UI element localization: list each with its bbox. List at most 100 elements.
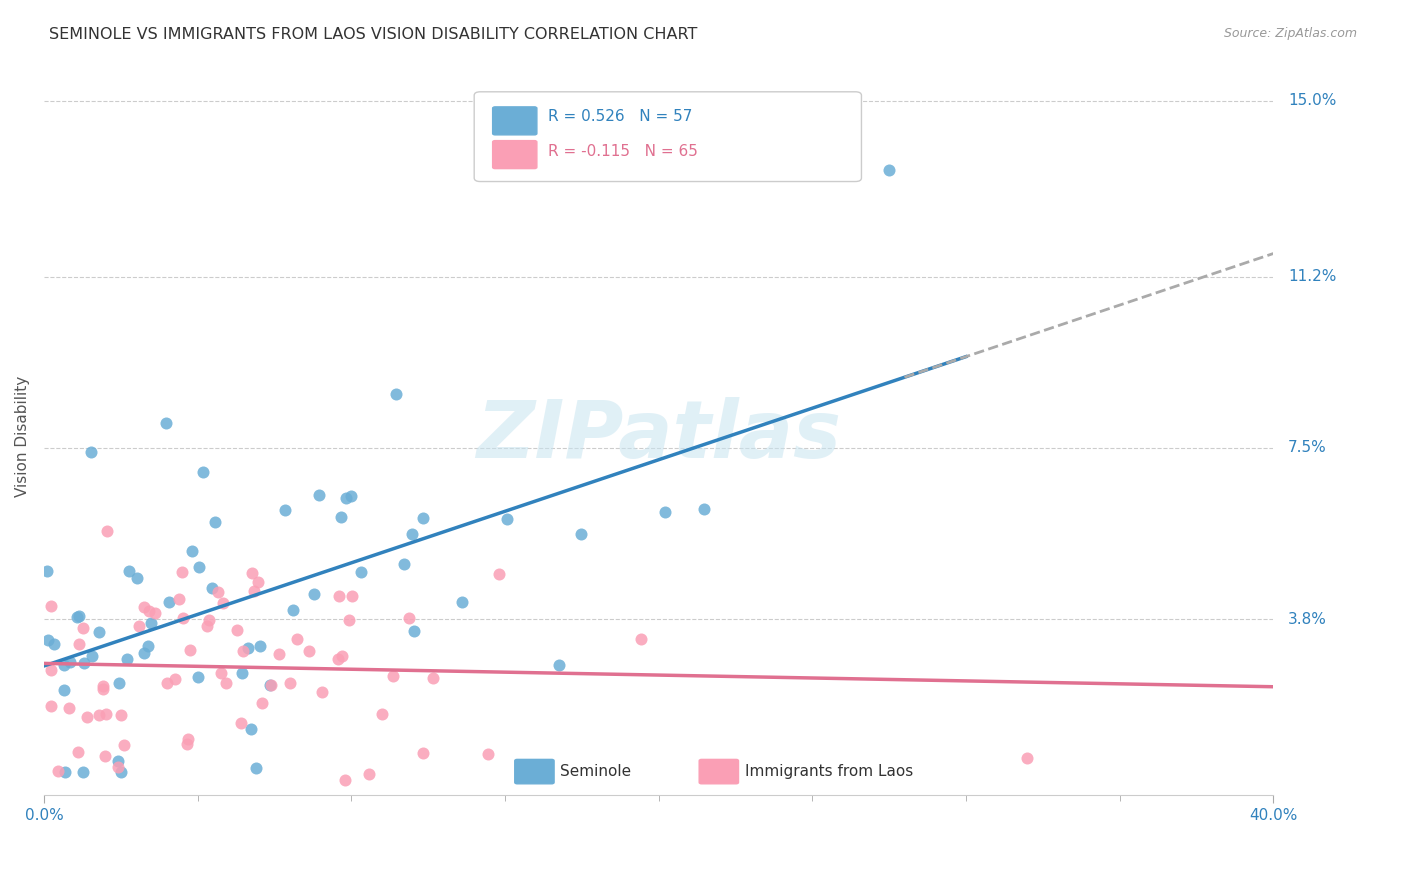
Point <box>212 596 235 610</box>
Point <box>240 566 263 581</box>
Point <box>128 619 150 633</box>
Point <box>201 582 224 596</box>
Point <box>267 647 290 661</box>
Point <box>110 707 132 722</box>
Point <box>239 722 262 736</box>
Point <box>274 503 297 517</box>
FancyBboxPatch shape <box>515 759 554 784</box>
Point <box>53 657 76 672</box>
Point <box>87 625 110 640</box>
Point <box>76 710 98 724</box>
Y-axis label: Vision Disability: Vision Disability <box>15 376 30 497</box>
Point <box>328 589 350 603</box>
Point <box>96 706 118 721</box>
Point <box>139 616 162 631</box>
Point <box>630 632 652 647</box>
Point <box>278 675 301 690</box>
Point <box>412 746 434 760</box>
Point <box>127 571 149 585</box>
Point <box>157 594 180 608</box>
Point <box>66 745 89 759</box>
Point <box>330 648 353 663</box>
Point <box>359 766 381 780</box>
Point <box>207 584 229 599</box>
Point <box>181 543 204 558</box>
Point <box>232 644 254 658</box>
Point <box>547 658 569 673</box>
Point <box>1017 751 1039 765</box>
Point <box>35 564 58 578</box>
Point <box>330 510 353 524</box>
Point <box>163 672 186 686</box>
Point <box>169 592 191 607</box>
Point <box>59 655 82 669</box>
Text: R = -0.115   N = 65: R = -0.115 N = 65 <box>548 144 697 159</box>
Point <box>877 163 900 178</box>
Point <box>96 524 118 539</box>
Point <box>404 624 426 638</box>
Point <box>58 701 80 715</box>
Point <box>170 565 193 579</box>
Point <box>46 764 69 778</box>
Point <box>187 670 209 684</box>
Point <box>156 676 179 690</box>
Point <box>259 677 281 691</box>
Point <box>249 639 271 653</box>
Point <box>73 656 96 670</box>
Point <box>209 665 232 680</box>
Point <box>134 646 156 660</box>
Point <box>260 678 283 692</box>
Point <box>91 680 114 694</box>
Point <box>117 564 139 578</box>
Text: Seminole: Seminole <box>560 764 631 779</box>
Point <box>67 637 90 651</box>
FancyBboxPatch shape <box>699 759 738 784</box>
Point <box>477 747 499 761</box>
Point <box>72 621 94 635</box>
Point <box>138 604 160 618</box>
Point <box>187 560 209 574</box>
Point <box>245 761 267 775</box>
Point <box>654 505 676 519</box>
Point <box>226 623 249 637</box>
Point <box>72 765 94 780</box>
Point <box>37 633 59 648</box>
Point <box>337 613 360 627</box>
Point <box>136 639 159 653</box>
Point <box>247 574 270 589</box>
Point <box>39 699 62 714</box>
Point <box>66 610 89 624</box>
Point <box>179 642 201 657</box>
Text: 7.5%: 7.5% <box>1288 441 1327 456</box>
Point <box>112 738 135 752</box>
Text: R = 0.526   N = 57: R = 0.526 N = 57 <box>548 110 692 124</box>
Point <box>236 641 259 656</box>
Point <box>250 696 273 710</box>
Point <box>191 466 214 480</box>
Point <box>285 632 308 647</box>
Point <box>451 595 474 609</box>
Point <box>229 716 252 731</box>
Point <box>215 676 238 690</box>
Point <box>308 488 330 502</box>
Point <box>335 491 357 505</box>
Point <box>67 608 90 623</box>
Text: ZIPatlas: ZIPatlas <box>477 397 841 475</box>
Point <box>172 611 194 625</box>
Point <box>94 748 117 763</box>
Point <box>350 565 373 579</box>
Point <box>401 527 423 541</box>
Point <box>177 732 200 747</box>
Point <box>41 663 63 677</box>
Text: 3.8%: 3.8% <box>1288 612 1327 627</box>
Point <box>52 682 75 697</box>
Point <box>107 755 129 769</box>
Point <box>340 490 363 504</box>
Point <box>41 599 63 614</box>
FancyBboxPatch shape <box>474 92 862 182</box>
Point <box>326 652 349 666</box>
Point <box>311 685 333 699</box>
Text: 15.0%: 15.0% <box>1288 93 1337 108</box>
Point <box>143 606 166 620</box>
Point <box>231 665 253 680</box>
